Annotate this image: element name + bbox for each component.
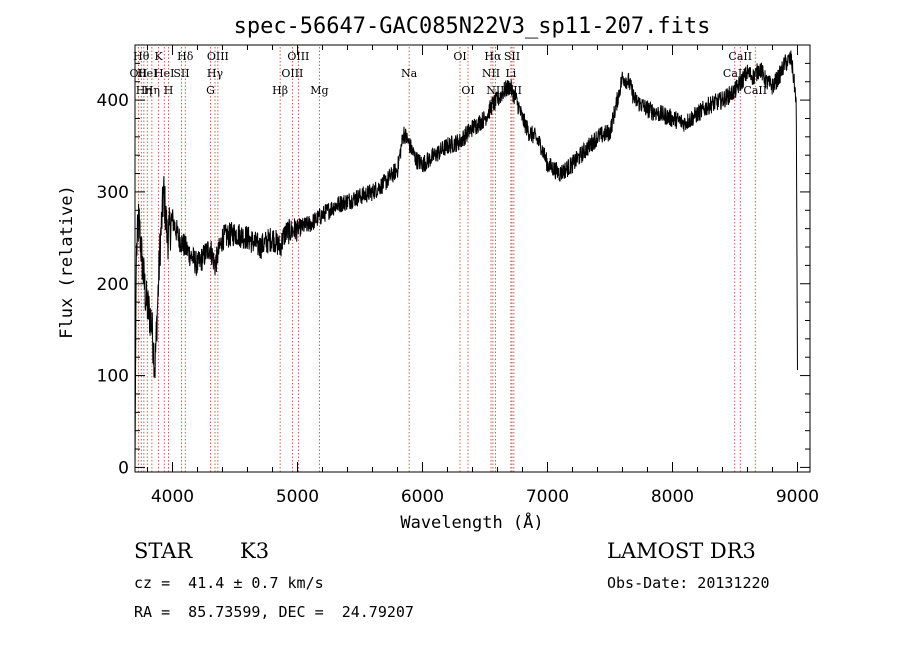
- line-marker-label: Hγ: [207, 67, 224, 80]
- line-marker-label: Hδ: [177, 50, 194, 63]
- x-tick-label: 5000: [276, 487, 319, 507]
- y-tick-label: 0: [118, 458, 129, 478]
- obs-date: Obs-Date: 20131220: [607, 574, 770, 592]
- x-axis-label: Wavelength (Å): [400, 511, 543, 533]
- spectrum-line: [134, 50, 798, 468]
- line-marker-label: OI: [461, 84, 474, 97]
- line-marker-label: HeI: [137, 67, 157, 80]
- line-marker-label: Hη: [136, 84, 152, 97]
- x-tick-label: 7000: [526, 487, 569, 507]
- line-marker-label: CaII: [743, 84, 767, 97]
- line-marker-label: H: [164, 84, 174, 97]
- line-marker-label: Hθ: [133, 50, 150, 63]
- line-marker-label: Hα: [484, 50, 502, 63]
- line-marker-label: Na: [401, 67, 418, 80]
- line-marker-label: SII: [504, 50, 520, 63]
- y-tick-label: 200: [97, 275, 129, 295]
- object-class: STAR: [134, 539, 193, 563]
- coordinates: RA = 85.73599, DEC = 24.79207: [134, 603, 414, 621]
- line-marker-label: Hβ: [272, 84, 288, 97]
- line-marker-label: Li: [505, 67, 516, 80]
- x-tick-label: 8000: [651, 487, 694, 507]
- line-marker-label: G: [206, 84, 215, 97]
- line-marker-label: Mg: [310, 84, 328, 97]
- chart-title: spec-56647-GAC085N22V3_sp11-207.fits: [234, 14, 711, 39]
- y-axis-label: Flux (relative): [57, 185, 77, 339]
- redshift-readout: cz = 41.4 ± 0.7 km/s: [134, 574, 324, 592]
- x-tick-label: 6000: [401, 487, 444, 507]
- line-markers: [137, 47, 756, 472]
- survey-name: LAMOST DR3: [607, 539, 756, 563]
- x-tick-label: 4000: [151, 487, 194, 507]
- line-marker-label: OI: [453, 50, 466, 63]
- line-marker-labels: OIIHθHηHeIHηKHeIHSIIHδGHγOIIIHβOIIIOIIIM…: [130, 50, 768, 97]
- line-marker-label: HeI: [154, 67, 174, 80]
- spectrum-series: [134, 50, 798, 468]
- line-marker-label: K: [155, 50, 164, 63]
- line-marker-label: SII: [173, 67, 189, 80]
- y-tick-label: 100: [97, 367, 129, 387]
- line-marker-label: OIII: [287, 50, 309, 63]
- line-marker-label: Hη: [144, 84, 160, 97]
- y-tick-label: 400: [97, 91, 129, 111]
- line-marker-label: CaII: [728, 50, 752, 63]
- object-subclass: K3: [240, 539, 270, 563]
- axis-ticks: 4000 5000 6000 7000 8000 9000 0 100 200 300 400: [97, 45, 819, 507]
- line-marker-label: OIII: [281, 67, 303, 80]
- x-tick-label: 9000: [776, 487, 819, 507]
- line-marker-label: OIII: [207, 50, 229, 63]
- line-marker-label: NII: [482, 67, 500, 80]
- line-marker-label: OII: [130, 67, 148, 80]
- y-tick-label: 300: [97, 183, 129, 203]
